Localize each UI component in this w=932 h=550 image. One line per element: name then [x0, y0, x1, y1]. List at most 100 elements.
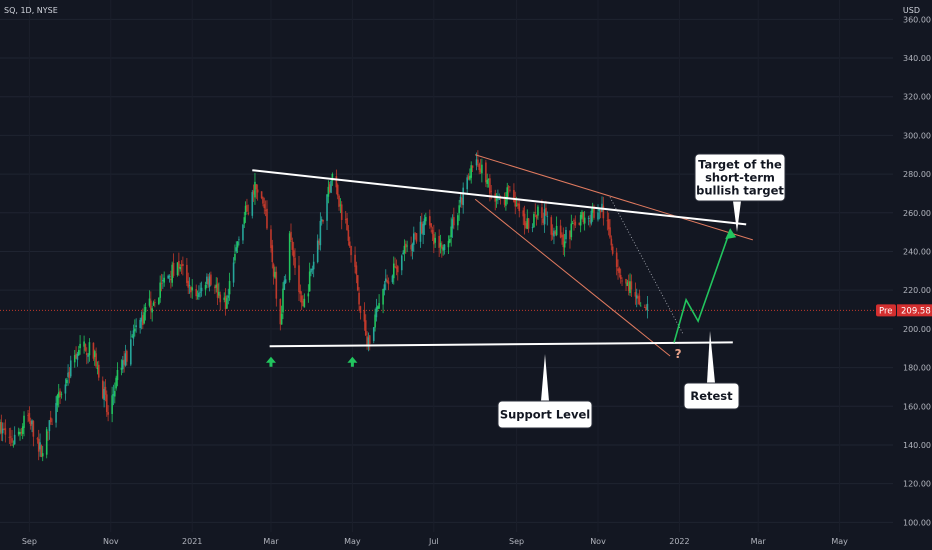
candle-body — [346, 218, 348, 231]
candle-body — [310, 269, 312, 273]
candle-body — [569, 230, 571, 240]
candle-body — [198, 292, 200, 297]
candle-body — [4, 428, 7, 435]
candle-body — [450, 226, 452, 238]
candle-body — [303, 298, 306, 308]
candle-body — [438, 235, 440, 248]
candle-body — [196, 295, 199, 297]
candle-body — [443, 244, 446, 251]
candle-body — [411, 244, 414, 252]
candle-body — [60, 393, 63, 395]
candle-body — [421, 222, 423, 234]
candle-body — [232, 262, 235, 283]
support-callout[interactable]: Support Level — [497, 354, 593, 429]
candle-body — [615, 252, 618, 267]
candle-body — [154, 302, 156, 304]
candle-body — [17, 431, 20, 435]
candle-body — [340, 204, 343, 220]
candle-body — [619, 274, 622, 279]
candle-body — [103, 388, 105, 400]
candle-body — [159, 282, 161, 298]
candle-body — [274, 271, 276, 278]
y-tick-label: 120.00 — [903, 480, 931, 489]
candle-body — [279, 299, 282, 325]
candle-body — [320, 219, 323, 222]
candle-body — [40, 445, 43, 458]
candle-body — [282, 288, 284, 313]
candle-body — [171, 264, 173, 283]
candle-body — [391, 275, 394, 283]
candle-body — [176, 262, 179, 276]
candle-body — [67, 372, 69, 377]
candle-body — [331, 173, 334, 181]
candle-body — [96, 367, 99, 370]
candle-body — [280, 313, 283, 325]
candle-body — [587, 218, 590, 219]
candle-body — [606, 220, 609, 222]
candle-body — [291, 241, 294, 250]
candle-body — [11, 438, 13, 443]
candle-body — [84, 344, 87, 351]
candle-body — [348, 241, 351, 247]
candle-body — [396, 266, 399, 273]
candle-body — [505, 197, 507, 206]
symbol-header[interactable]: SQ, 1D, NYSE — [4, 6, 58, 15]
retest-callout[interactable]: Retest — [683, 331, 740, 410]
candle-body — [545, 207, 547, 216]
candle-body — [363, 310, 366, 322]
last-price-label: 209.58 — [901, 306, 931, 316]
candle-body — [570, 223, 573, 238]
y-axis[interactable]: 360.00 340.00 320.00 300.00 280.00 260.00 240.… — [876, 15, 932, 527]
candle-body — [311, 268, 314, 271]
x-axis[interactable]: Sep Nov 2021 Mar May Jul Sep Nov 2022 Mar May — [22, 537, 848, 546]
candle-body — [459, 196, 462, 203]
candle-body — [395, 266, 398, 269]
x-tick-label: May — [344, 537, 361, 546]
candle-body — [49, 417, 52, 423]
candle-body — [487, 178, 490, 180]
y-tick-label: 160.00 — [903, 402, 931, 411]
candle-body — [498, 199, 501, 201]
projection-path — [673, 229, 731, 343]
candle-body — [410, 245, 412, 250]
candle-body — [477, 159, 479, 163]
candle-body — [290, 231, 292, 241]
candle-body — [478, 163, 481, 171]
candle-body — [105, 394, 108, 413]
candle-body — [116, 370, 119, 381]
candle-body — [144, 306, 147, 313]
candle-body — [442, 247, 444, 251]
candle-body — [27, 414, 29, 416]
candle-body — [526, 218, 529, 229]
candle-body — [618, 268, 621, 273]
candle-body — [188, 284, 191, 286]
candle-body — [347, 230, 350, 241]
candle-body — [637, 296, 639, 299]
candle-body — [589, 220, 591, 222]
candle-body — [263, 204, 266, 209]
candle-body — [19, 431, 21, 435]
candle-body — [302, 301, 304, 307]
candle-body — [383, 284, 386, 291]
candle-body — [246, 204, 248, 212]
candle-body — [123, 359, 125, 365]
candle-body — [135, 325, 137, 327]
candle-body — [152, 302, 155, 306]
candle-body — [95, 353, 97, 367]
candle-body — [462, 187, 464, 206]
candle-body — [292, 250, 295, 258]
candle-body — [255, 184, 258, 190]
candle-body — [195, 289, 198, 297]
last-price-tag — [897, 304, 932, 317]
candle-body — [308, 271, 311, 292]
support-touch-arrow-icon — [347, 356, 358, 367]
candle-body — [429, 216, 431, 226]
candle-body — [172, 262, 175, 276]
candle-body — [139, 319, 141, 328]
candle-body — [68, 371, 71, 378]
candle-body — [534, 212, 537, 214]
candle-body — [32, 420, 35, 437]
candle-body — [355, 265, 358, 275]
